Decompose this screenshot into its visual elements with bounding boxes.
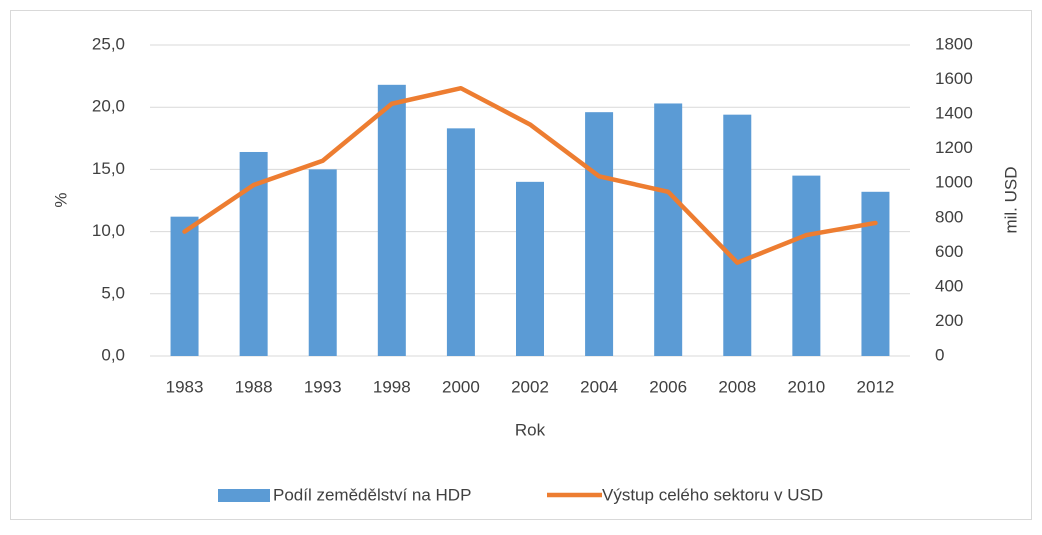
x-axis-label: Rok (515, 420, 546, 439)
bar (308, 169, 337, 356)
bar (654, 103, 683, 356)
bar (585, 112, 614, 357)
y-axis-label: % (51, 192, 70, 207)
x-tick-label: 2000 (442, 377, 480, 396)
x-tick-label: 1983 (166, 377, 204, 396)
y-tick-label: 25,0 (92, 34, 125, 53)
legend-swatch (218, 489, 270, 502)
legend-label: Výstup celého sektoru v USD (602, 485, 823, 504)
y2-tick-label: 0 (935, 345, 944, 364)
y-tick-label: 10,0 (92, 221, 125, 240)
bar (170, 216, 199, 356)
bar (446, 128, 475, 356)
y2-tick-label: 1200 (935, 138, 973, 157)
line (182, 85, 878, 265)
y2-tick-label: 800 (935, 207, 963, 226)
x-tick-label: 1998 (373, 377, 411, 396)
y2-tick-label: 1400 (935, 104, 973, 123)
x-tick-label: 2002 (511, 377, 549, 396)
y2-tick-label: 1800 (935, 34, 973, 53)
y2-axis-label: mil. USD (1001, 166, 1020, 233)
y-tick-label: 20,0 (92, 97, 125, 116)
x-tick-label: 2004 (580, 377, 618, 396)
x-tick-label: 2008 (718, 377, 756, 396)
y2-tick-label: 200 (935, 311, 963, 330)
bar (861, 191, 890, 356)
x-tick-label: 2006 (649, 377, 687, 396)
bar (792, 175, 821, 356)
y2-tick-label: 1000 (935, 173, 973, 192)
bar (723, 114, 752, 356)
legend-label: Podíl zemědělství na HDP (273, 485, 471, 504)
y2-tick-label: 600 (935, 242, 963, 261)
y2-tick-label: 400 (935, 276, 963, 295)
x-tick-label: 2012 (857, 377, 895, 396)
x-tick-label: 1988 (235, 377, 273, 396)
y2-tick-label: 1600 (935, 69, 973, 88)
bar (516, 181, 544, 356)
y-tick-label: 15,0 (92, 159, 125, 178)
bar (377, 84, 406, 357)
y-tick-label: 5,0 (101, 283, 125, 302)
y-tick-label: 0,0 (101, 345, 125, 364)
x-tick-label: 1993 (304, 377, 342, 396)
x-tick-label: 2010 (787, 377, 825, 396)
